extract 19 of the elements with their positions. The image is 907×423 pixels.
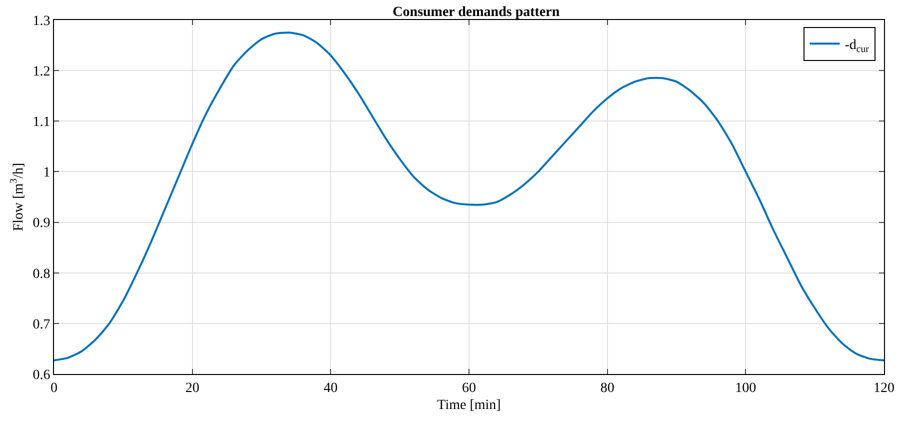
legend-label: -d$_{cur}$ [844, 38, 870, 56]
x-tick-label: 100 [735, 380, 756, 396]
y-tick-label: 1.1 [32, 115, 50, 130]
line-series [54, 32, 884, 362]
y-tick-label: 0.6 [32, 368, 50, 383]
chart-title: Consumer demands pattern [392, 5, 560, 20]
y-tick-label: 0.7 [32, 317, 50, 332]
x-tick-label: 20 [185, 380, 200, 396]
y-tick-label: 1.2 [32, 64, 50, 80]
y-tick-label: 0.8 [32, 266, 50, 282]
x-tick-label: 0 [50, 380, 58, 396]
x-tick-label: 80 [600, 380, 614, 396]
x-tick-label: 60 [462, 380, 476, 396]
y-tick-label: 1 [43, 166, 50, 181]
x-axis-title: Time [min] [437, 398, 501, 414]
x-tick-label: 120 [874, 380, 894, 396]
y-tick-label: 0.9 [32, 216, 50, 232]
y-tick-label: 1.3 [32, 14, 50, 29]
x-tick-label: 40 [324, 380, 338, 396]
